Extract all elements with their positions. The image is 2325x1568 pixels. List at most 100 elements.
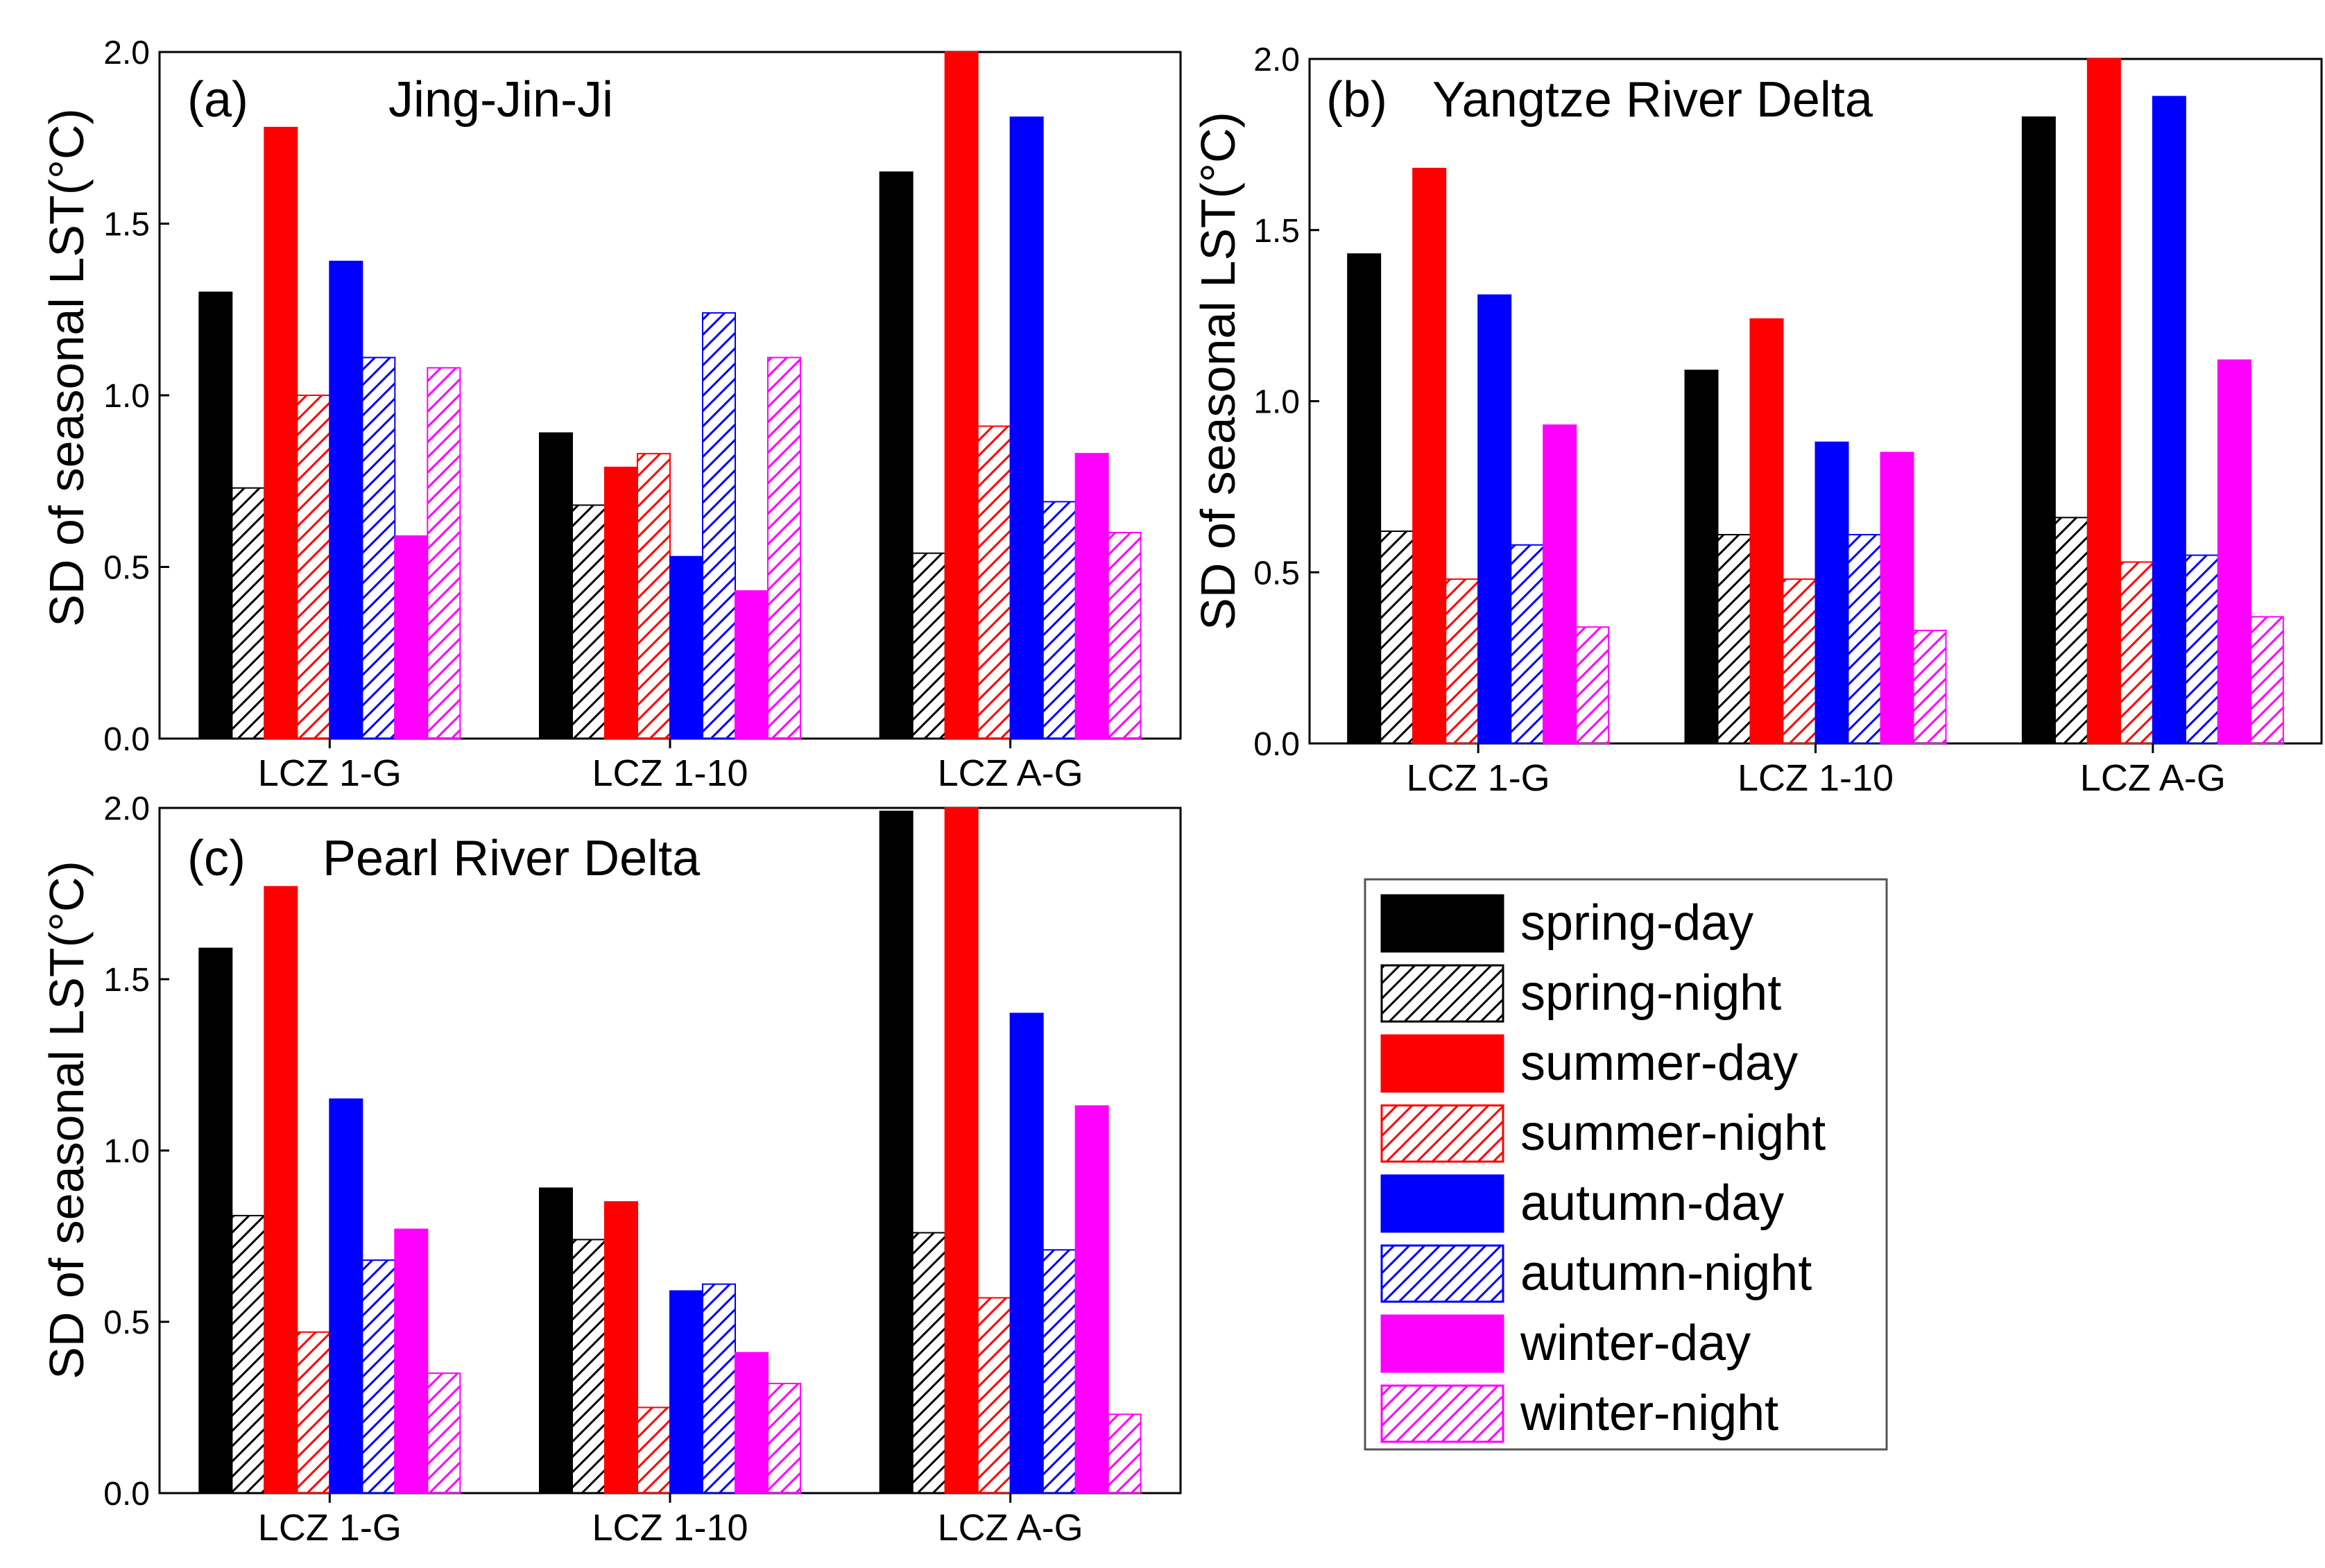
legend: spring-day spring-night summer-day summer-n… [1364, 878, 1888, 1451]
bar-a-summer-day-2 [604, 466, 638, 739]
bar-b-summer-day-1 [1412, 167, 1447, 745]
bar-c-spring-day-2 [539, 1187, 573, 1494]
bar-b-summer-day-3 [2086, 58, 2121, 744]
panel-b-tag: (b) [1326, 72, 1387, 128]
bar-b-winter-night-2 [1912, 630, 1947, 745]
legend-swatch-spring-night [1380, 964, 1504, 1023]
panel-b-ytick-label: 1.5 [1253, 213, 1300, 250]
panel-b-category-label: LCZ 1-10 [1738, 757, 1894, 799]
panel-c-ytick-label: 0.0 [103, 1476, 150, 1513]
bar-a-summer-night-3 [977, 425, 1011, 739]
bar-c-summer-day-1 [264, 886, 298, 1494]
panel-a-category-label: LCZ 1-G [258, 752, 402, 794]
legend-label-summer-day: summer-day [1520, 1035, 1798, 1091]
legend-label-summer-night: summer-night [1520, 1105, 1826, 1161]
bar-c-summer-night-2 [637, 1406, 671, 1494]
bar-b-spring-night-2 [1717, 533, 1751, 745]
bar-c-winter-night-2 [767, 1382, 801, 1494]
bar-c-spring-night-1 [231, 1214, 266, 1494]
panel-c-ylabel: SD of seasonal LST(°C) [40, 861, 94, 1379]
bar-c-autumn-night-1 [361, 1259, 396, 1494]
legend-label-winter-night: winter-night [1520, 1386, 1778, 1441]
bar-a-winter-night-2 [767, 356, 801, 739]
panel-c-category-label: LCZ 1-G [258, 1507, 402, 1549]
bar-b-autumn-day-1 [1477, 294, 1512, 744]
bar-c-spring-day-1 [198, 947, 233, 1494]
bar-a-summer-night-2 [637, 453, 671, 740]
bar-b-winter-day-2 [1880, 451, 1914, 745]
bar-a-winter-day-2 [735, 590, 769, 740]
bar-b-autumn-night-1 [1510, 544, 1545, 745]
panel-a-tag: (a) [187, 72, 248, 128]
panel-b-plot: 0.0 0.5 1.0 1.5 2.0 LCZ 1-G LCZ 1-10 LCZ A-G [1253, 42, 2323, 799]
bar-a-winter-day-3 [1074, 453, 1109, 740]
bar-b-spring-night-1 [1380, 531, 1414, 745]
panel-b-category-label: LCZ 1-G [1407, 757, 1550, 799]
bar-c-summer-night-3 [977, 1297, 1011, 1494]
legend-label-spring-night: spring-night [1520, 965, 1781, 1021]
bar-b-summer-day-2 [1749, 318, 1784, 744]
bar-b-winter-night-1 [1575, 626, 1610, 745]
panel-b-category-label: LCZ A-G [2080, 757, 2226, 799]
panel-b-ytick-label: 0.0 [1253, 726, 1300, 763]
panel-c-ytick-label: 1.5 [103, 962, 150, 999]
panel-a-ytick-label: 0.5 [103, 550, 150, 587]
panel-a-plot: 0.0 0.5 1.0 1.5 2.0 LCZ 1-G LCZ 1-10 LCZ A-G [103, 35, 1182, 794]
panel-a-category-label: LCZ 1-10 [592, 752, 748, 794]
legend-swatch-winter-day [1380, 1314, 1504, 1373]
legend-swatch-autumn-day [1380, 1174, 1504, 1233]
legend-swatch-autumn-night [1380, 1244, 1504, 1303]
panel-c-ytick-label: 1.0 [103, 1133, 150, 1170]
panel-c-title: Pearl River Delta [323, 831, 701, 886]
panel-b: SD of seasonal LST(°C) (b) Yangtze River… [1191, 42, 2323, 799]
bar-b-summer-night-1 [1445, 578, 1479, 744]
bar-c-summer-day-2 [604, 1201, 638, 1494]
panel-a-ytick-label: 2.0 [103, 35, 150, 71]
panel-a: SD of seasonal LST(°C) (a) Jing-Jin-Ji 0… [40, 35, 1182, 794]
bar-a-spring-night-3 [911, 552, 946, 739]
legend-items: spring-day spring-night summer-day summer-n… [1380, 894, 1826, 1443]
panel-a-ytick-label: 0.0 [103, 721, 150, 758]
bar-a-spring-day-2 [539, 432, 573, 739]
panel-b-ytick-label: 1.0 [1253, 384, 1300, 421]
bar-c-winter-day-2 [735, 1352, 769, 1494]
bar-b-spring-day-3 [2021, 116, 2056, 744]
panel-c-ytick-label: 0.5 [103, 1304, 150, 1341]
bar-c-spring-night-3 [911, 1232, 946, 1494]
bar-b-summer-night-3 [2119, 561, 2154, 744]
bar-c-spring-day-3 [879, 810, 913, 1494]
bar-c-spring-night-2 [572, 1239, 606, 1494]
bar-b-spring-day-2 [1684, 370, 1719, 744]
bar-a-spring-day-3 [879, 171, 913, 739]
bar-a-summer-night-1 [296, 395, 331, 739]
legend-swatch-spring-day [1380, 894, 1504, 953]
bar-b-autumn-night-2 [1847, 533, 1882, 745]
bar-b-autumn-day-2 [1814, 441, 1849, 744]
legend-label-winter-day: winter-day [1520, 1316, 1751, 1371]
panel-b-ylabel: SD of seasonal LST(°C) [1191, 112, 1245, 630]
bar-b-winter-night-3 [2249, 616, 2284, 745]
bar-c-winter-day-1 [394, 1228, 429, 1494]
bar-c-autumn-night-2 [702, 1283, 736, 1494]
panel-a-category-label: LCZ A-G [938, 752, 1083, 794]
bar-a-winter-night-3 [1107, 532, 1142, 739]
bar-c-winter-night-3 [1107, 1413, 1142, 1494]
bar-b-summer-night-2 [1782, 578, 1817, 744]
panel-a-ytick-label: 1.0 [103, 378, 150, 415]
bar-b-autumn-day-3 [2152, 96, 2186, 745]
panel-c-category-label: LCZ 1-10 [592, 1507, 748, 1549]
bar-c-summer-day-3 [944, 807, 979, 1494]
panel-a-ylabel: SD of seasonal LST(°C) [40, 108, 94, 627]
panel-a-ytick-label: 1.5 [103, 207, 150, 243]
panel-b-ytick-label: 2.0 [1253, 42, 1300, 78]
bar-a-winter-day-1 [394, 535, 429, 739]
bar-b-spring-night-3 [2054, 517, 2088, 744]
legend-label-autumn-night: autumn-night [1520, 1246, 1812, 1301]
bar-b-winter-day-1 [1543, 424, 1577, 744]
bar-a-autumn-day-1 [329, 260, 363, 739]
bar-a-autumn-day-3 [1009, 117, 1044, 740]
legend-label-spring-day: spring-day [1520, 895, 1753, 951]
bar-a-autumn-night-3 [1042, 501, 1076, 739]
panel-a-title: Jing-Jin-Ji [388, 72, 613, 128]
bar-a-spring-night-2 [572, 504, 606, 740]
